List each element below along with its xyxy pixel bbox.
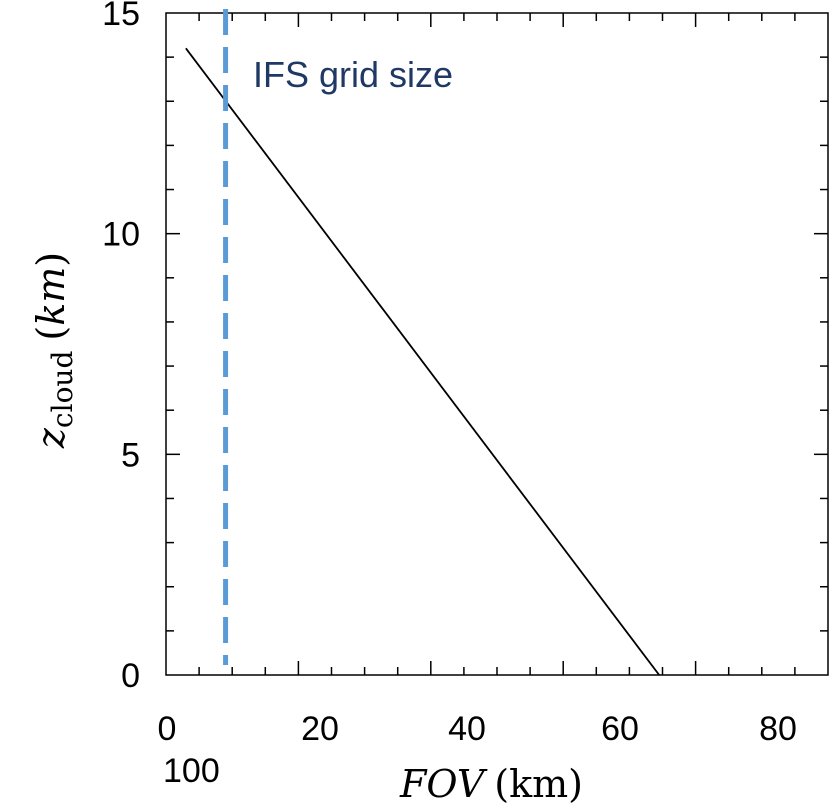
y-axis-title-variable: z <box>29 427 73 449</box>
y-axis-title-subscript: cloud <box>46 351 79 429</box>
y-axis-title: zcloud (km) <box>29 252 79 449</box>
y-tick-label: 0 <box>121 657 140 695</box>
y-tick-label: 10 <box>102 216 140 254</box>
x-tick-label: 0 <box>158 710 177 748</box>
x-tick-label: 80 <box>759 710 797 748</box>
x-tick-label: 20 <box>301 710 339 748</box>
y-tick-label: 15 <box>102 0 140 33</box>
x-tick-label: 60 <box>601 710 639 748</box>
series-line-0 <box>185 47 660 676</box>
x-axis-title: FOV (km) <box>399 762 583 806</box>
y-axis-title-unit-close: ) <box>29 252 73 267</box>
y-tick-label: 5 <box>121 436 140 474</box>
y-axis-title-unit-open: ( <box>29 326 73 341</box>
series-layer <box>185 47 660 676</box>
x-tick-label-100: 100 <box>163 752 220 790</box>
plot-frame <box>165 12 829 676</box>
x-tick-label: 40 <box>448 710 486 748</box>
x-tick-labels: 0 20 40 60 80 <box>158 710 797 748</box>
ticks <box>166 13 828 675</box>
x-axis-title-unit: (km) <box>494 762 583 806</box>
y-tick-labels: 0 5 10 15 <box>102 0 140 695</box>
y-axis-title-unit: km <box>29 267 73 326</box>
reference-line-label: IFS grid size <box>253 54 453 95</box>
x-axis-title-variable: FOV <box>399 762 488 806</box>
